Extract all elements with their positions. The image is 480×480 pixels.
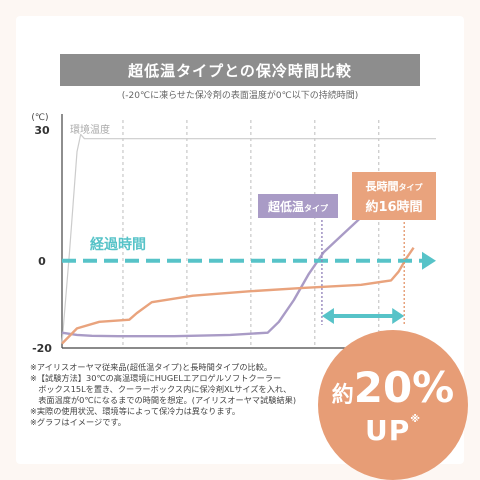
note-line: 表面温度が0℃になるまでの時間を想定。(アイリスオーヤマ試験結果) [30,395,297,405]
ultra-label-box [258,194,338,218]
note-line: ※アイリスオーヤマ従来品(超低温タイプ)と長時間タイプの比較。 [30,362,273,372]
footnotes: ※アイリスオーヤマ従来品(超低温タイプ)と長時間タイプの比較。 ※【試験方法】3… [30,362,350,428]
y-tick-label: -20 [32,342,52,355]
note-line: ※実際の使用状況、環境等によって保冷力は異なります。 [30,406,241,416]
badge-value: 20% [353,363,455,412]
y-tick-label: 0 [38,255,46,268]
difference-arrow-right [392,308,405,324]
badge-prefix: 約 [331,383,354,408]
badge-mark: ※ [410,414,421,425]
note-line: ボックス15Lを置き、クーラーボックス内に保冷剤XLサイズを入れ、 [30,384,292,394]
chart-subtitle: (-20℃に凍らせた保冷剤の表面温度が0℃以下の持続時間) [121,91,359,101]
y-axis-label: (℃) [31,113,48,123]
elapsed-time-label: 経過時間 [90,236,146,253]
y-tick-label: 30 [34,124,50,137]
improvement-badge: 約20% UP※ [318,330,468,480]
difference-arrow-left [321,308,334,324]
series-line-2 [61,216,363,338]
note-line: ※【試験方法】30℃の高温環境にHUGELエアロゲルソフトクーラー [30,373,282,383]
arrow-head [422,251,436,270]
badge-suffix: UP [365,414,411,447]
series-line-3 [61,247,415,345]
long-hours-label: 約16時間 [365,199,422,215]
series-line-1 [61,133,436,344]
chart-title: 超低温タイプとの保冷時間比較 [60,54,420,86]
ambient-temp-label: 環境温度 [70,123,110,136]
note-line: ※グラフはイメージです。 [30,417,126,427]
long-label: 長時間タイプ [366,179,424,193]
ultra-label: 超低温タイプ [267,199,329,214]
long-label-box [352,172,436,220]
